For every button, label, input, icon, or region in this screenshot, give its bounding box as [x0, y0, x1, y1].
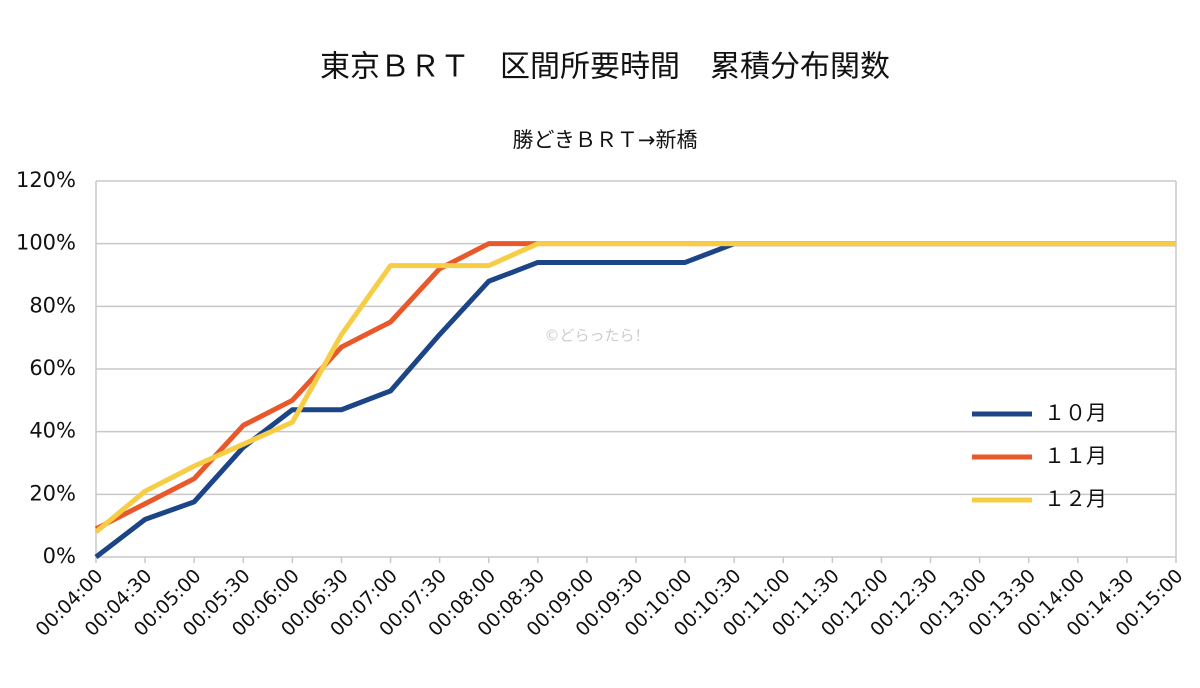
chart-title: 東京ＢＲＴ 区間所要時間 累積分布関数	[320, 50, 890, 85]
data-line	[94, 241, 1176, 534]
y-tick-label: 40%	[29, 419, 76, 443]
y-tick-label: 60%	[29, 356, 76, 380]
data-line	[94, 241, 1176, 559]
y-tick-label: 120%	[16, 168, 76, 192]
watermark: ©どらったら！	[544, 327, 649, 345]
y-tick-label: 20%	[29, 481, 76, 505]
legend-label: １１月	[1044, 444, 1107, 468]
y-tick-label: 100%	[16, 231, 76, 255]
legend-label: １２月	[1044, 487, 1107, 511]
chart-subtitle: 勝どきＢＲＴ→新橋	[513, 128, 698, 152]
data-line	[94, 241, 1176, 532]
legend-label: １０月	[1044, 401, 1107, 425]
y-tick-label: 0%	[43, 544, 76, 568]
y-tick-label: 80%	[29, 293, 76, 317]
